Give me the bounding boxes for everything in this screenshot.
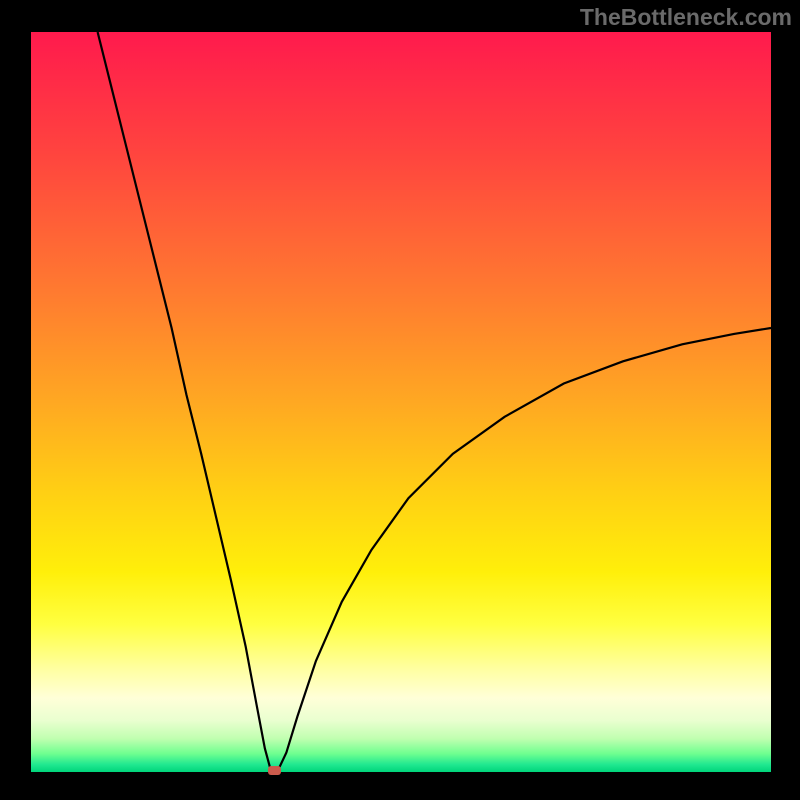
watermark-text: TheBottleneck.com xyxy=(580,4,792,31)
plot-area xyxy=(31,32,771,772)
curve-path xyxy=(98,32,771,771)
bottleneck-curve xyxy=(31,32,771,772)
minimum-marker xyxy=(268,766,281,775)
